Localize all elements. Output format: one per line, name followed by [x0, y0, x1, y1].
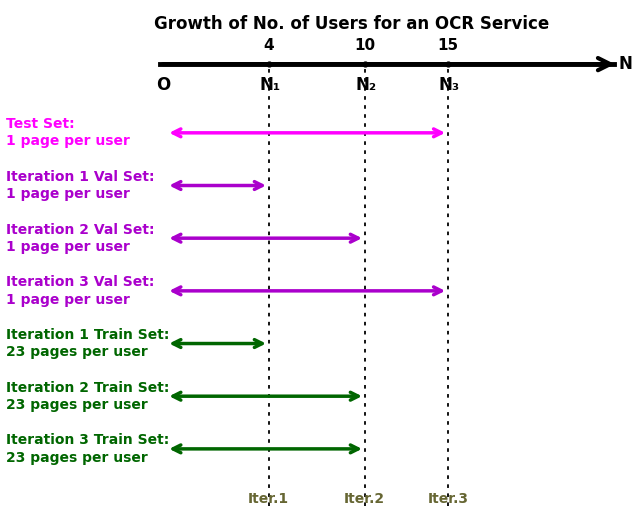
Text: Test Set:
1 page per user: Test Set: 1 page per user	[6, 117, 131, 148]
Text: Iteration 3 Train Set:
23 pages per user: Iteration 3 Train Set: 23 pages per user	[6, 433, 170, 465]
Text: Iter.2: Iter.2	[344, 492, 385, 506]
Text: N₂: N₂	[355, 75, 377, 93]
Text: N₁: N₁	[259, 75, 281, 93]
Text: 4: 4	[264, 37, 274, 53]
Text: N₃: N₃	[438, 75, 460, 93]
Text: Iteration 1 Val Set:
1 page per user: Iteration 1 Val Set: 1 page per user	[6, 170, 155, 201]
Text: O: O	[156, 75, 170, 93]
Text: Iter.1: Iter.1	[248, 492, 289, 506]
Text: Iteration 3 Val Set:
1 page per user: Iteration 3 Val Set: 1 page per user	[6, 275, 155, 306]
Text: Iteration 2 Train Set:
23 pages per user: Iteration 2 Train Set: 23 pages per user	[6, 381, 170, 412]
Text: 15: 15	[437, 37, 459, 53]
Text: 10: 10	[354, 37, 376, 53]
Text: Growth of No. of Users for an OCR Service: Growth of No. of Users for an OCR Servic…	[154, 15, 550, 33]
Text: Iteration 1 Train Set:
23 pages per user: Iteration 1 Train Set: 23 pages per user	[6, 328, 170, 359]
Text: Iter.3: Iter.3	[428, 492, 468, 506]
Text: Iteration 2 Val Set:
1 page per user: Iteration 2 Val Set: 1 page per user	[6, 223, 155, 254]
Text: N: N	[619, 55, 633, 73]
